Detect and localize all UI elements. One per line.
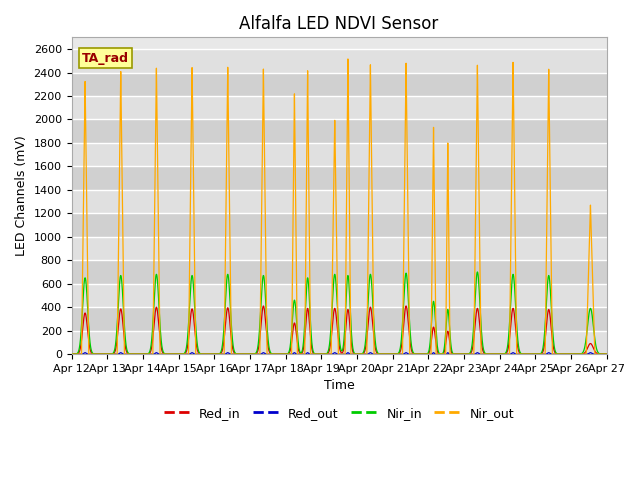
Bar: [72, 307, 607, 331]
Bar: [72, 72, 607, 96]
Bar: [72, 49, 607, 72]
Title: Alfalfa LED NDVI Sensor: Alfalfa LED NDVI Sensor: [239, 15, 438, 33]
Bar: [72, 96, 607, 120]
Bar: [72, 331, 607, 354]
Bar: [72, 260, 607, 284]
Bar: [72, 213, 607, 237]
Legend: Red_in, Red_out, Nir_in, Nir_out: Red_in, Red_out, Nir_in, Nir_out: [159, 402, 519, 424]
Bar: [72, 284, 607, 307]
Text: TA_rad: TA_rad: [82, 51, 129, 65]
X-axis label: Time: Time: [324, 379, 355, 392]
Bar: [72, 120, 607, 143]
Y-axis label: LED Channels (mV): LED Channels (mV): [15, 135, 28, 256]
Bar: [72, 237, 607, 260]
Bar: [72, 167, 607, 190]
Bar: [72, 143, 607, 167]
Bar: [72, 190, 607, 213]
